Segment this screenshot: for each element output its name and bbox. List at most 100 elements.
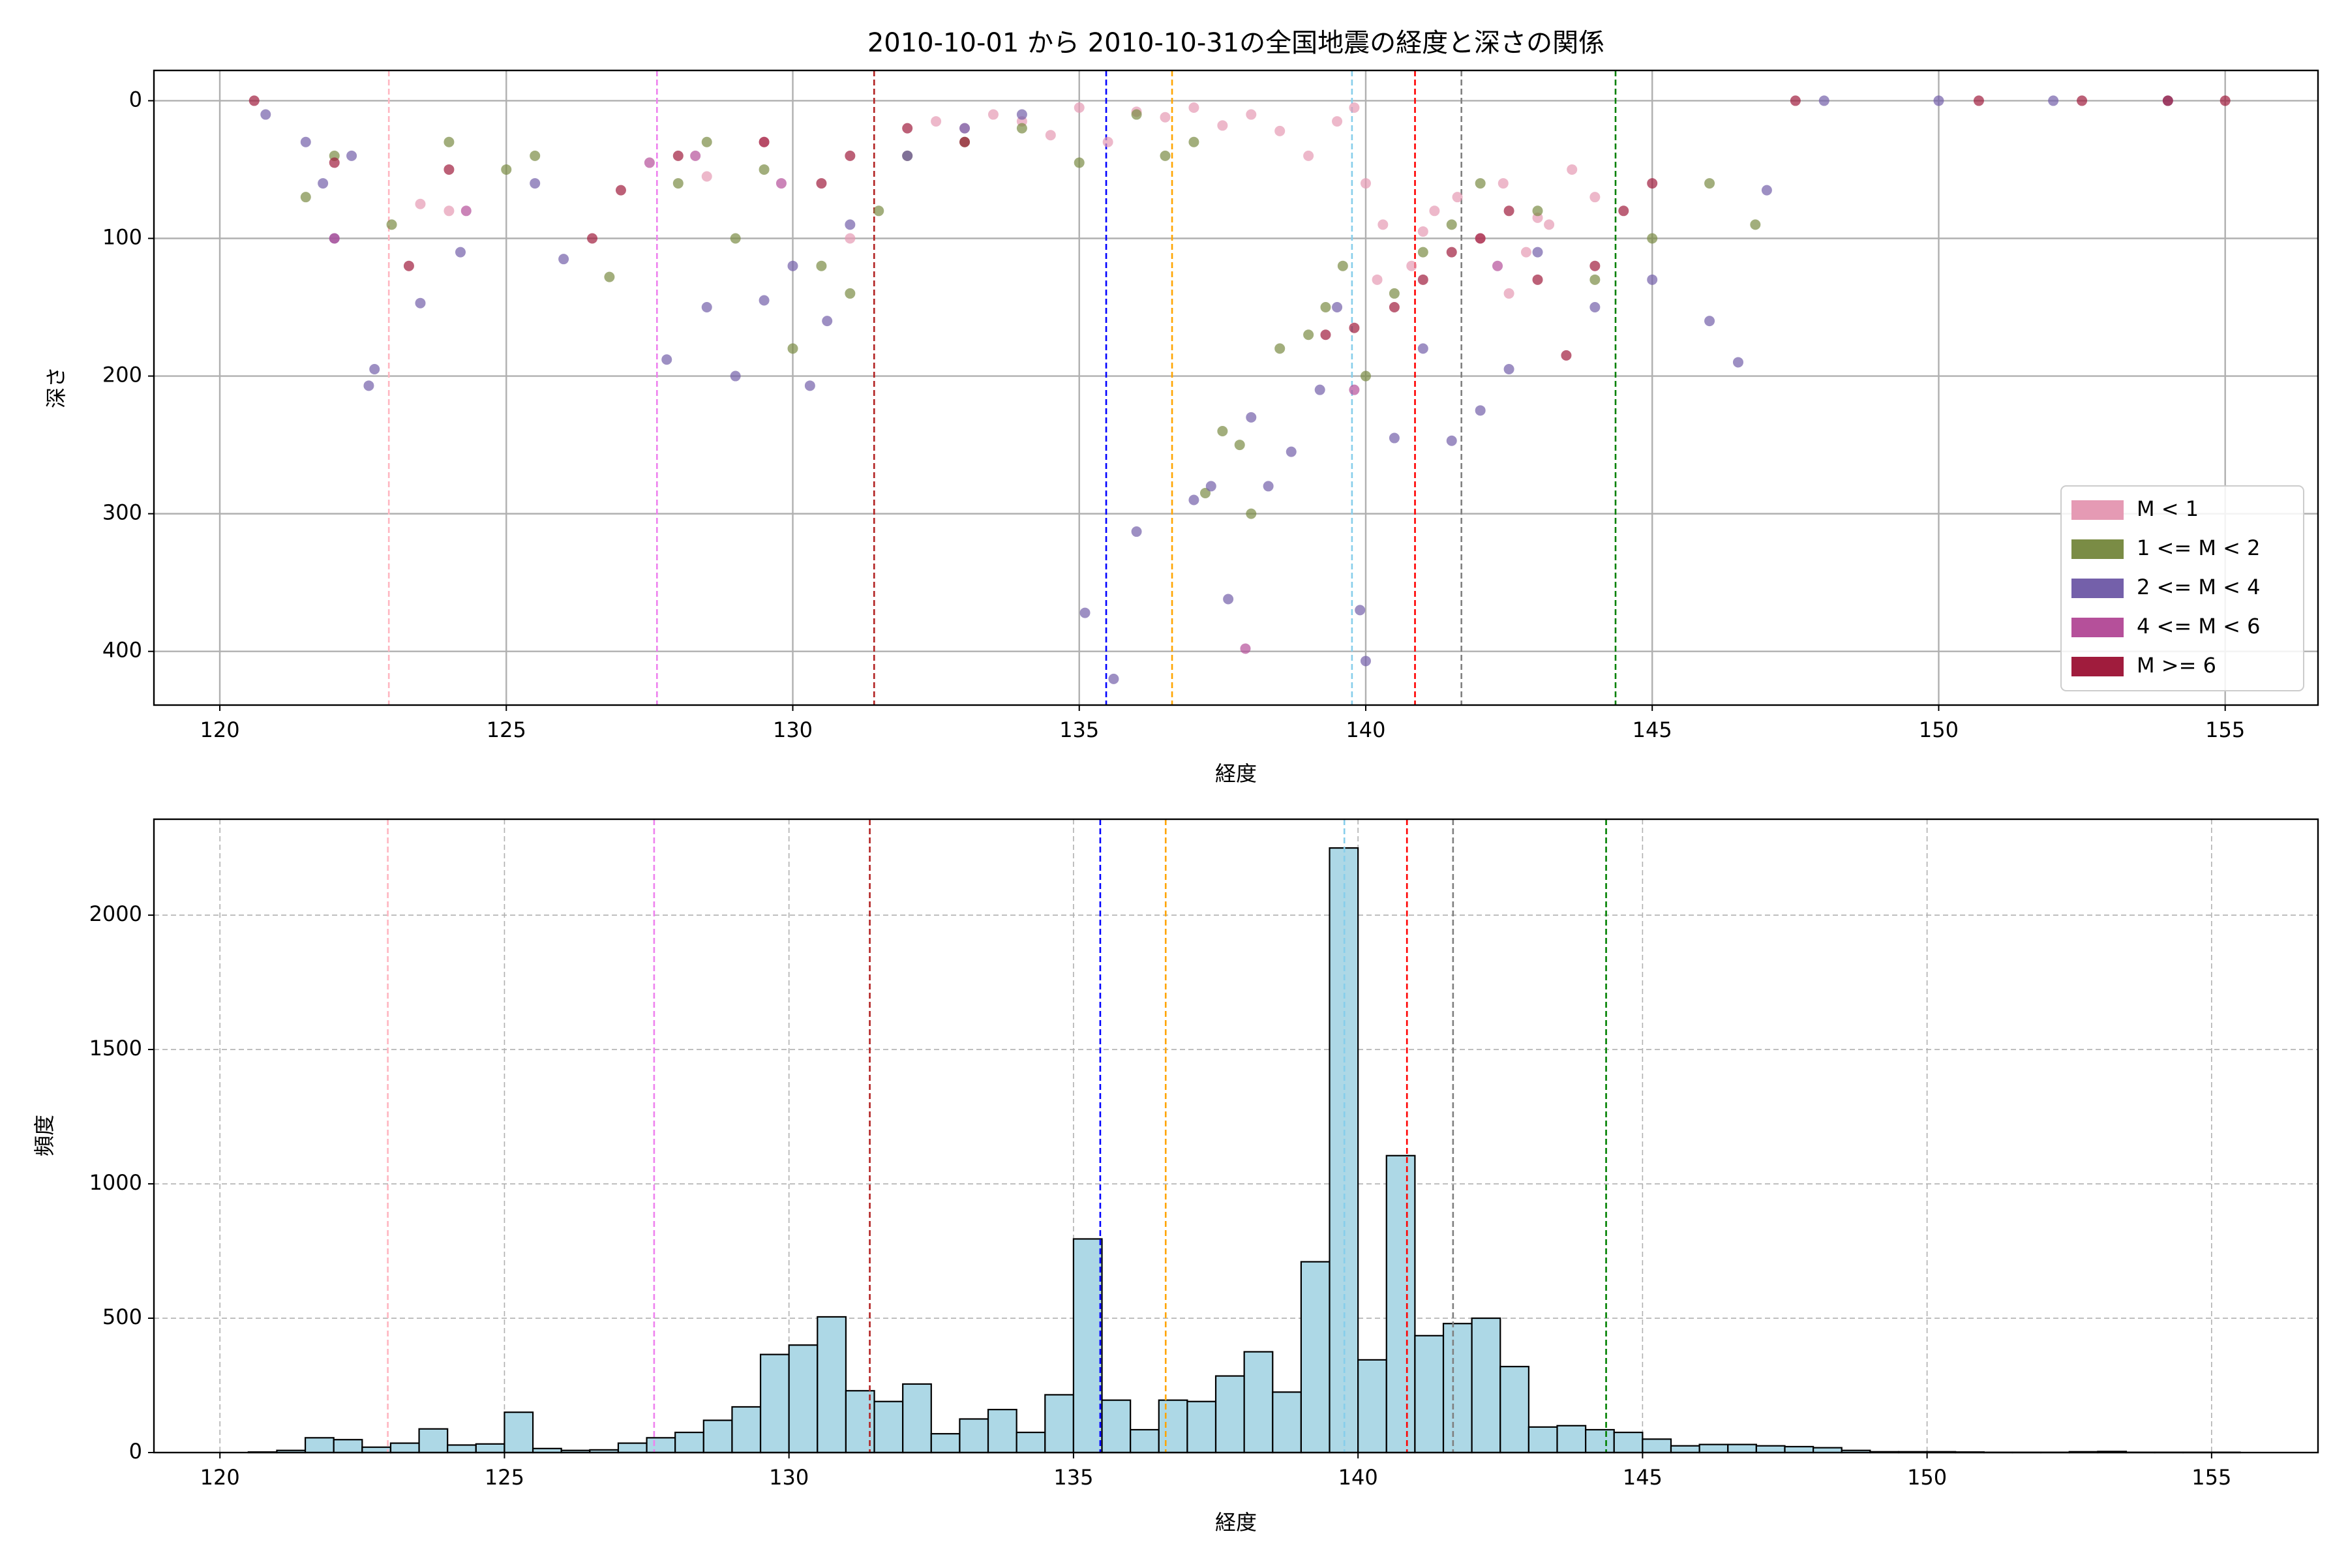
point [1338, 261, 1348, 271]
point [1498, 178, 1509, 188]
point [845, 151, 855, 161]
y-tick-label: 500 [102, 1304, 142, 1329]
point [1355, 605, 1365, 615]
point [1349, 323, 1359, 333]
point [644, 157, 655, 168]
point [702, 302, 712, 312]
legend-patch [2071, 539, 2124, 559]
bar [732, 1407, 760, 1453]
x-tick-label: 125 [485, 1465, 524, 1490]
point [845, 219, 855, 230]
legend-label: 4 <= M < 6 [2137, 614, 2260, 639]
point [1132, 110, 1142, 120]
point [1521, 247, 1531, 258]
point [1704, 316, 1715, 326]
point [1223, 594, 1233, 604]
bar [817, 1317, 846, 1453]
point [1274, 126, 1285, 136]
legend-patch [2071, 657, 2124, 676]
point [1160, 112, 1171, 123]
point [1217, 120, 1227, 130]
point [1361, 656, 1371, 666]
point [329, 157, 340, 168]
point [1074, 157, 1085, 168]
bar [618, 1443, 647, 1453]
point [415, 298, 425, 309]
point [1475, 405, 1486, 415]
bar [1301, 1262, 1330, 1453]
point [301, 192, 311, 202]
x-tick-label: 150 [1919, 717, 1959, 742]
point [787, 343, 798, 354]
bar [704, 1421, 732, 1453]
bar [391, 1443, 419, 1453]
point [604, 272, 614, 282]
point [1160, 151, 1171, 161]
y-axis-label: 深さ [44, 367, 68, 408]
bar [419, 1429, 448, 1453]
point [1389, 302, 1400, 312]
point [1361, 178, 1371, 188]
bar [760, 1355, 789, 1453]
point [444, 205, 454, 216]
bar [1472, 1318, 1501, 1453]
x-tick-label: 155 [2191, 1465, 2231, 1490]
point [805, 380, 815, 391]
x-axis-label: 経度 [1215, 761, 1257, 786]
point [363, 380, 374, 391]
bar [789, 1345, 818, 1453]
point [1533, 275, 1543, 285]
point [1074, 102, 1085, 113]
point [1206, 481, 1216, 491]
point [530, 151, 540, 161]
point [1188, 137, 1199, 147]
point [959, 137, 970, 147]
point [1974, 95, 1984, 106]
bar [675, 1432, 704, 1453]
bar [1130, 1430, 1159, 1453]
point [1504, 205, 1514, 216]
x-tick-label: 145 [1623, 1465, 1663, 1490]
point [2048, 95, 2058, 106]
point [1315, 385, 1325, 395]
bar [1642, 1439, 1671, 1453]
point [318, 178, 328, 188]
x-tick-label: 155 [2205, 717, 2245, 742]
point [1240, 643, 1250, 654]
point [1819, 95, 1829, 106]
bar [1216, 1376, 1244, 1453]
point [1589, 261, 1600, 271]
point [1452, 192, 1463, 202]
bar [504, 1412, 533, 1453]
bar [1102, 1400, 1131, 1453]
bar [1558, 1426, 1586, 1453]
bar [959, 1419, 988, 1453]
bar [1671, 1446, 1700, 1453]
point [444, 137, 454, 147]
bar [1500, 1366, 1529, 1453]
x-axis-label: 経度 [1215, 1510, 1257, 1535]
point [1349, 102, 1359, 113]
point [822, 316, 832, 326]
bar [1784, 1447, 1813, 1453]
bar [1272, 1392, 1301, 1453]
point [1132, 526, 1142, 537]
point [1647, 233, 1657, 243]
point [673, 178, 684, 188]
point [702, 137, 712, 147]
point [1762, 185, 1772, 196]
bar [1586, 1430, 1614, 1453]
point [1108, 674, 1119, 684]
legend-label: 1 <= M < 2 [2137, 535, 2260, 560]
point [1475, 233, 1486, 243]
point [1361, 371, 1371, 382]
point [260, 110, 271, 120]
point [845, 233, 855, 243]
point [1274, 343, 1285, 354]
point [369, 364, 380, 374]
point [1647, 275, 1657, 285]
y-tick-label: 200 [102, 363, 142, 387]
bar [1187, 1402, 1216, 1453]
point [1188, 495, 1199, 505]
